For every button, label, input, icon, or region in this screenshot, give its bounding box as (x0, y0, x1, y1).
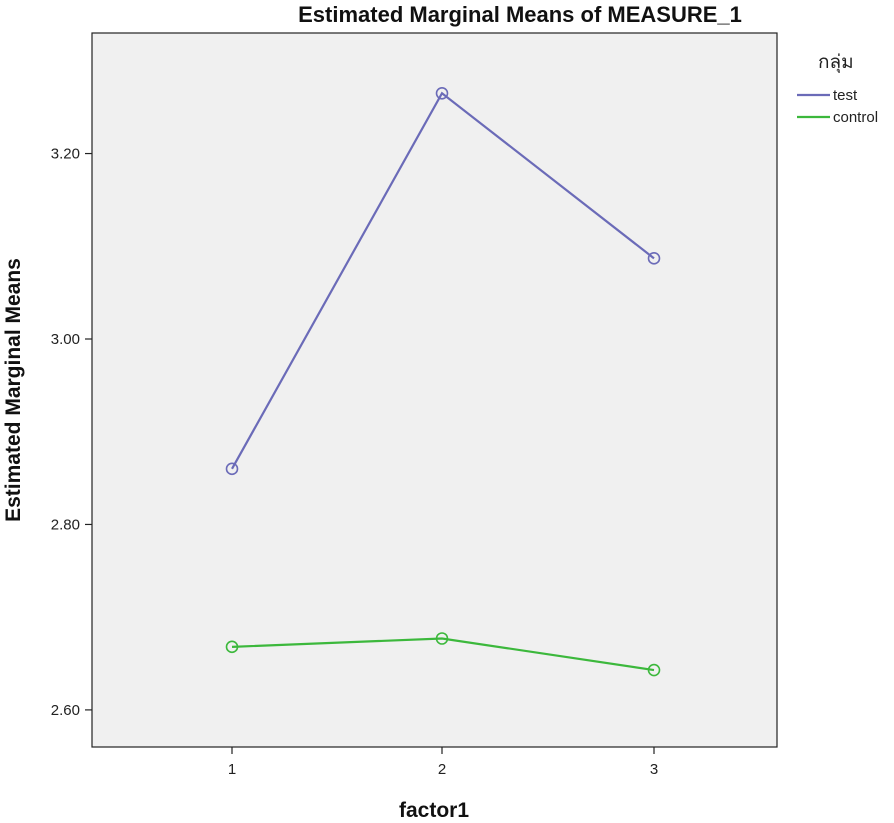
point-test-3 (647, 252, 661, 265)
x-tick-label: 2 (438, 761, 446, 778)
legend-title: กลุ่ม (818, 51, 854, 74)
point-test-2 (435, 86, 449, 100)
y-tick-label: 2.60 (51, 702, 80, 719)
point-control-2 (435, 632, 449, 645)
legend-label-control: control (833, 109, 878, 126)
point-control-1 (225, 640, 239, 654)
series-line-test (231, 91, 655, 470)
x-tick-label: 1 (228, 761, 236, 778)
point-control-3 (647, 663, 661, 677)
y-tick-label: 3.00 (51, 331, 80, 348)
legend: กลุ่ม test control (797, 51, 878, 126)
point-test-1 (225, 462, 239, 476)
y-tick-label: 2.80 (51, 516, 80, 533)
y-tick-label: 3.20 (51, 146, 80, 163)
chart-title: Estimated Marginal Means of MEASURE_1 (298, 2, 742, 27)
y-axis: 2.60 2.80 3.00 3.20 (51, 146, 92, 719)
x-axis-title: factor1 (399, 799, 469, 822)
x-tick-label: 3 (650, 761, 658, 778)
x-axis: 1 2 3 (228, 747, 658, 778)
legend-label-test: test (833, 87, 858, 104)
series-line-control (231, 637, 655, 672)
plot-area (91, 32, 778, 748)
y-axis-title: Estimated Marginal Means (2, 258, 25, 522)
series-group (225, 86, 661, 677)
